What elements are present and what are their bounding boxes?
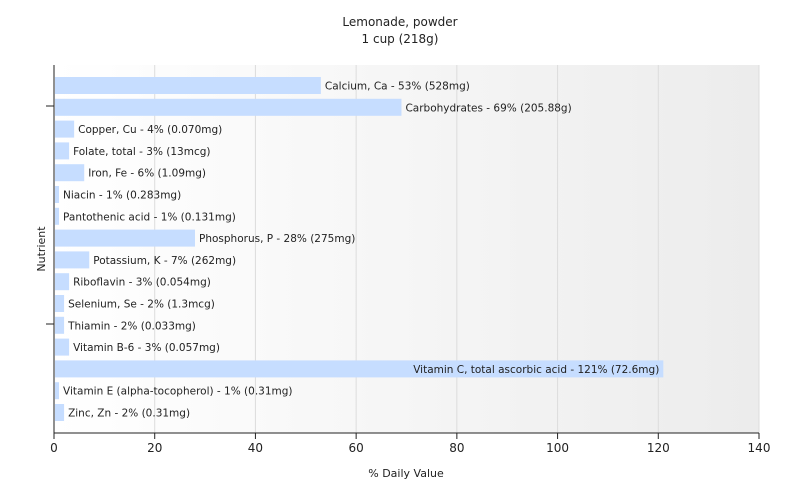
bar-label: Calcium, Ca - 53% (528mg) [325,81,470,93]
bar [55,295,65,312]
bar [55,164,85,182]
bar-label: Thiamin - 2% (0.033mg) [67,320,196,332]
bar-label: Vitamin E (alpha-tocopherol) - 1% (0.31m… [63,386,293,398]
bar-label: Vitamin C, total ascorbic acid - 121% (7… [413,364,659,376]
bar-label: Vitamin B-6 - 3% (0.057mg) [73,342,220,354]
x-tick-label: 20 [147,441,162,455]
bar-label: Phosphorus, P - 28% (275mg) [199,233,355,245]
bar-label: Iron, Fe - 6% (1.09mg) [88,168,206,180]
bar [55,382,60,400]
bar-label: Selenium, Se - 2% (1.3mcg) [68,299,215,311]
bar-label: Folate, total - 3% (13mcg) [73,146,210,158]
bar [55,186,60,203]
bar [55,251,90,269]
x-tick-label: 40 [248,441,263,455]
bar [55,142,70,160]
x-tick-label: 100 [546,441,569,455]
bar-label: Copper, Cu - 4% (0.070mg) [78,124,222,136]
bar [55,98,402,116]
y-axis-title: Nutrient [35,226,48,272]
bar [55,360,664,378]
plot-background [54,65,759,433]
bar-label: Niacin - 1% (0.283mg) [63,190,181,202]
bar [55,338,70,356]
chart-title: Lemonade, powder [342,15,458,29]
bar-label: Pantothenic acid - 1% (0.131mg) [63,211,236,223]
x-tick-label: 80 [449,441,464,455]
bar-label: Carbohydrates - 69% (205.88g) [405,102,571,114]
x-tick-label: 140 [748,441,771,455]
x-tick-label: 0 [50,441,58,455]
bar [55,404,65,421]
bar [55,207,60,225]
bar-label: Zinc, Zn - 2% (0.31mg) [68,408,190,420]
x-axis-title: % Daily Value [368,467,444,480]
bar-label: Potassium, K - 7% (262mg) [93,255,236,267]
bar [55,229,195,247]
chart-subtitle: 1 cup (218g) [361,32,439,46]
x-tick-label: 60 [349,441,364,455]
bar [55,77,321,94]
x-tick-label: 120 [647,441,670,455]
bar-label: Riboflavin - 3% (0.054mg) [73,277,211,289]
bar [55,273,70,291]
bar [55,120,75,138]
bar [55,316,65,334]
